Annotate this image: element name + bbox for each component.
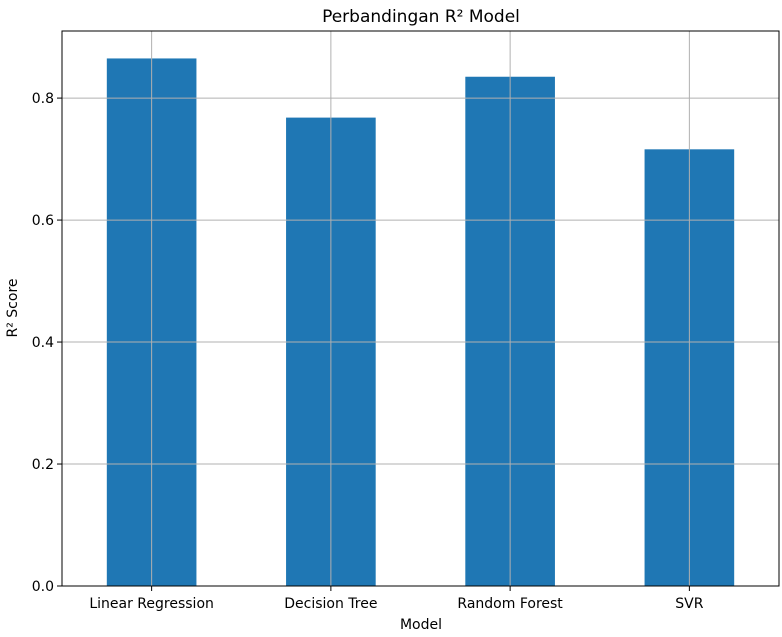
plot-area: 0.0 0.2 0.4 0.6 0.8 Linear Regression Decision… (32, 30, 780, 612)
axes-frame (61, 30, 780, 587)
y-tick-label: 0.6 (32, 213, 54, 229)
y-tick-label: 0.4 (32, 335, 54, 351)
x-axis-label: Model (400, 617, 442, 633)
chart-title: Perbandingan R² Model (322, 7, 520, 27)
y-tick-label: 0.0 (32, 579, 54, 595)
x-tick-label: Linear Regression (89, 596, 214, 612)
x-tick-label: Decision Tree (284, 596, 377, 612)
y-axis-label: R² Score (5, 278, 21, 337)
y-tick-label: 0.8 (32, 91, 54, 107)
y-tick-label: 0.2 (32, 457, 54, 473)
x-tick-label: SVR (675, 596, 703, 612)
x-tick-label: Random Forest (457, 596, 563, 612)
